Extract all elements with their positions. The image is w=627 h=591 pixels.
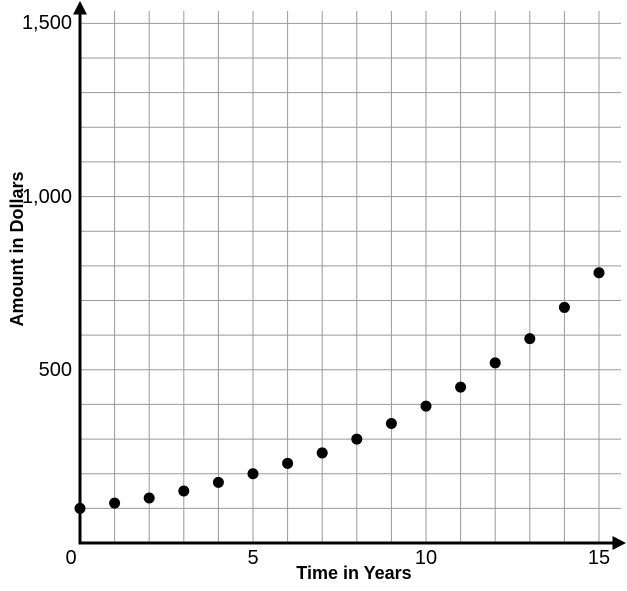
data-point xyxy=(74,502,86,514)
x-tick-label: 15 xyxy=(587,547,611,569)
data-point xyxy=(385,417,397,429)
data-point xyxy=(212,476,224,488)
data-point xyxy=(558,301,570,313)
data-point xyxy=(420,400,432,412)
data-point xyxy=(282,457,294,469)
x-tick-label: 10 xyxy=(414,547,438,569)
data-point xyxy=(109,497,121,509)
data-point xyxy=(316,447,328,459)
data-point xyxy=(455,381,467,393)
data-point xyxy=(178,485,190,497)
y-axis-arrow-icon xyxy=(73,1,87,15)
y-tick-label: 1,500 xyxy=(21,12,72,35)
data-point xyxy=(247,468,259,480)
data-point xyxy=(524,333,536,345)
data-point xyxy=(593,267,605,279)
y-axis-title: Amount in Dollars xyxy=(7,171,27,327)
data-point xyxy=(489,357,501,369)
x-tick-label: 5 xyxy=(247,547,259,569)
y-tick-label: 500 xyxy=(38,358,72,381)
x-axis-title: Time in Years xyxy=(296,563,412,583)
y-tick-label: 1,000 xyxy=(21,185,72,208)
data-point xyxy=(351,433,363,445)
x-axis-arrow-icon xyxy=(612,536,626,550)
data-point xyxy=(143,492,155,504)
x-tick-label: 0 xyxy=(65,547,77,569)
